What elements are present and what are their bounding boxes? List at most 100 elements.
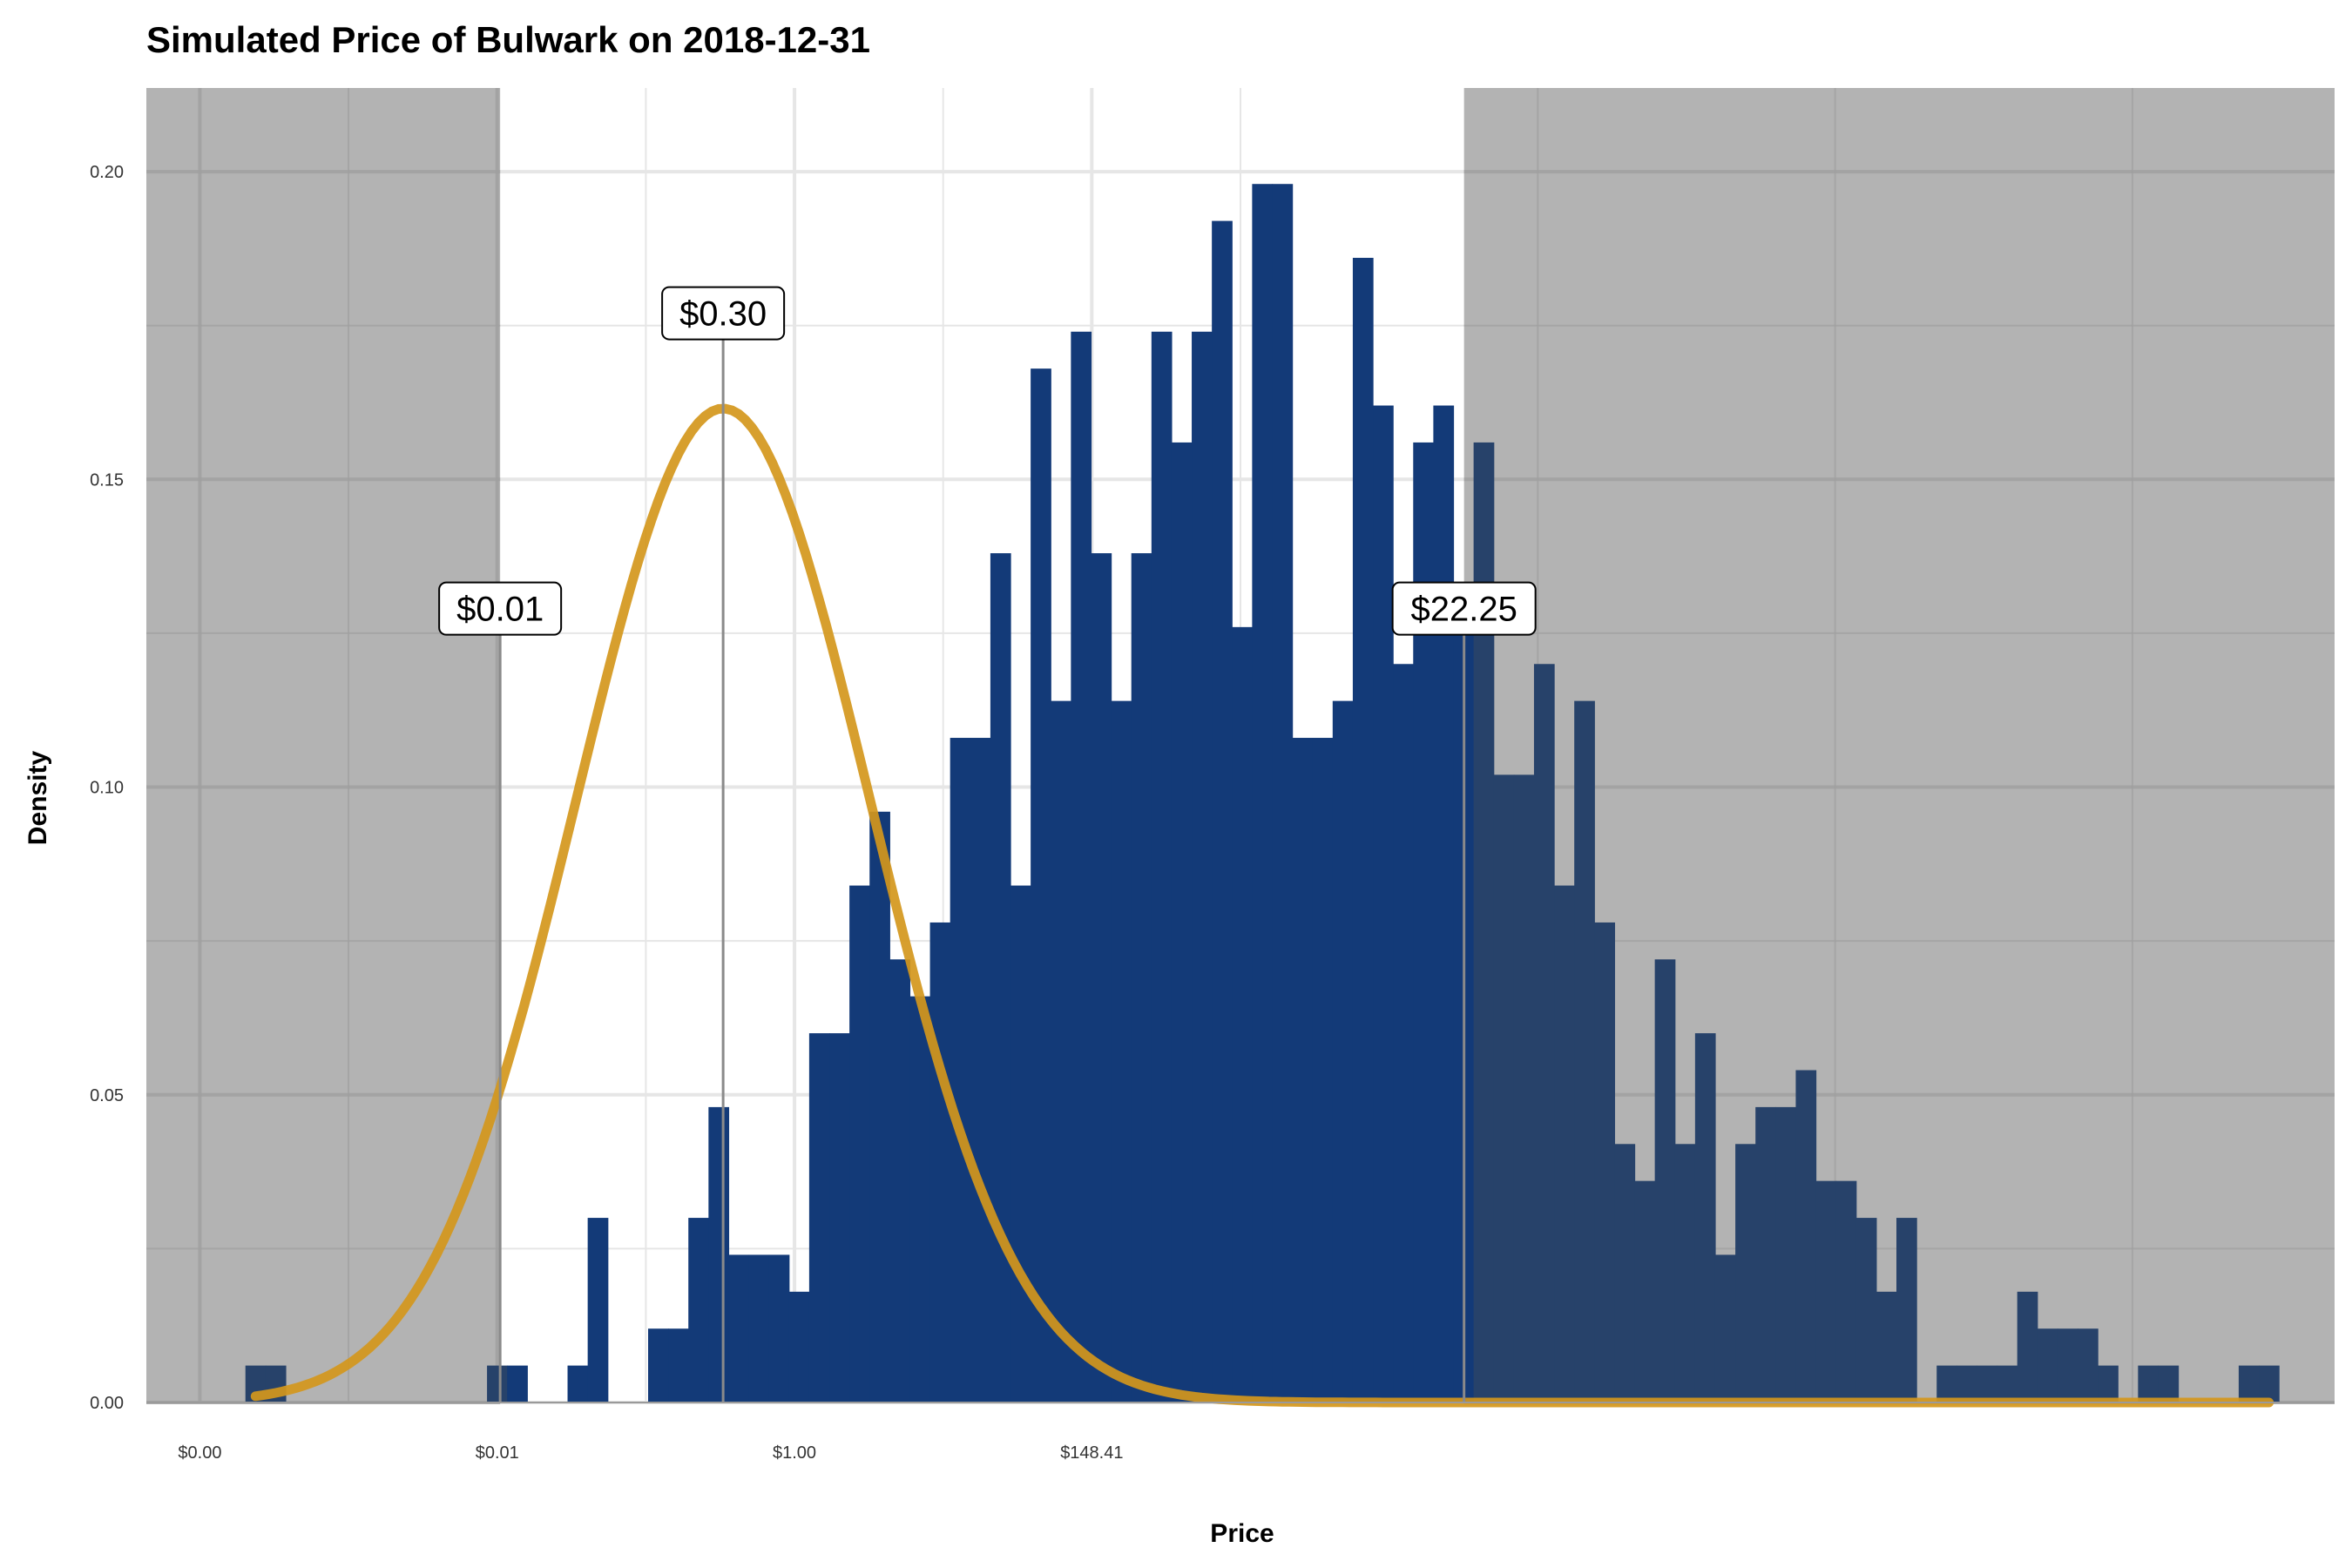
histogram-bar	[1272, 184, 1294, 1402]
histogram-bar	[647, 1328, 669, 1402]
histogram-bar	[1574, 700, 1595, 1402]
y-tick-label: 0.15	[90, 470, 124, 490]
histogram-bar	[507, 1365, 528, 1402]
histogram-bar	[1292, 738, 1314, 1402]
histogram-bar	[1714, 1254, 1736, 1402]
histogram-bar	[1212, 220, 1233, 1403]
histogram-bar	[688, 1218, 709, 1402]
histogram-bar	[1010, 885, 1031, 1402]
histogram-bar	[1896, 1218, 1917, 1402]
histogram-bar	[1171, 442, 1193, 1402]
histogram-bar	[1694, 1033, 1716, 1402]
histogram-bar	[1755, 1106, 1776, 1402]
histogram-bar	[1594, 922, 1616, 1402]
x-tick-label: $1.00	[773, 1443, 816, 1463]
histogram-bar	[1674, 1144, 1696, 1402]
histogram-bar	[1735, 1144, 1756, 1402]
histogram-bar	[2158, 1365, 2180, 1402]
shaded-region-left	[146, 88, 501, 1402]
y-tick-label: 0.20	[90, 163, 124, 182]
bars-layer	[245, 184, 2280, 1403]
histogram-bar	[1232, 626, 1253, 1402]
histogram-bar	[1131, 553, 1152, 1402]
histogram-bar	[1957, 1365, 1978, 1402]
histogram-bar	[1373, 405, 1394, 1403]
histogram-bar	[808, 1033, 830, 1402]
histogram-bar	[1815, 1180, 1837, 1402]
x-tick-label: $0.00	[178, 1443, 221, 1463]
y-tick-label: 0.00	[90, 1394, 124, 1413]
histogram-bar	[1775, 1106, 1797, 1402]
histogram-bar	[1473, 442, 1495, 1402]
histogram-bar	[2098, 1365, 2119, 1402]
histogram-bar	[829, 1033, 850, 1402]
x-axis-title: Price	[1210, 1519, 1274, 1548]
y-tick-label: 0.10	[90, 779, 124, 798]
histogram-bar	[889, 959, 911, 1402]
annotation-label: $22.25	[1410, 591, 1517, 629]
histogram-bar	[2238, 1365, 2260, 1402]
histogram-bar	[970, 738, 991, 1402]
histogram-bar	[1312, 738, 1334, 1402]
histogram-bar	[1413, 442, 1434, 1402]
histogram-bar	[1192, 331, 1213, 1402]
x-tick-label: $0.01	[476, 1443, 519, 1463]
histogram-bar	[2078, 1328, 2099, 1402]
histogram-bar	[788, 1291, 810, 1402]
histogram-bar	[2138, 1365, 2159, 1402]
histogram-bar	[2037, 1328, 2058, 1402]
histogram-bar	[1071, 331, 1092, 1402]
x-tick-label: $148.41	[1060, 1443, 1123, 1463]
histogram-bar	[1352, 257, 1374, 1402]
histogram-bar	[1634, 1180, 1656, 1402]
histogram-bar	[768, 1254, 790, 1402]
histogram-bar	[1513, 774, 1535, 1402]
histogram-bar	[1936, 1365, 1957, 1402]
histogram-bar	[1997, 1365, 2018, 1402]
histogram-bar	[909, 996, 931, 1402]
y-tick-label: 0.05	[90, 1086, 124, 1105]
histogram-bar	[1533, 664, 1555, 1402]
histogram-bar	[1876, 1291, 1897, 1402]
axes-layer: 0.00 0.05 0.10 0.15 0.20 $0.00 $0.01 $1.00 $148.…	[90, 163, 2335, 1463]
histogram-bar	[849, 885, 870, 1402]
histogram-bar	[1493, 774, 1515, 1402]
histogram-bar	[1654, 959, 1676, 1402]
shaded-region-layer	[146, 88, 2335, 1402]
histogram-bar	[748, 1254, 770, 1402]
annotation-label-box	[661, 286, 786, 341]
histogram-bar	[2017, 1291, 2038, 1402]
annotation-label: $0.01	[456, 591, 544, 629]
histogram-bar	[1151, 331, 1173, 1402]
histogram-bar	[1111, 700, 1132, 1402]
histogram-bar	[587, 1218, 609, 1402]
histogram-bar	[1433, 405, 1455, 1403]
histogram-bar	[869, 811, 890, 1402]
histogram-bar	[1977, 1365, 1998, 1402]
histogram-bar	[1554, 885, 1575, 1402]
histogram-bar	[1855, 1218, 1877, 1402]
histogram-bar	[487, 1365, 508, 1402]
histogram-bar	[929, 922, 951, 1402]
histogram-bar	[1614, 1144, 1636, 1402]
histogram-bar	[1795, 1070, 1817, 1402]
histogram-bar	[668, 1328, 689, 1402]
histogram-bar	[708, 1106, 730, 1402]
histogram-bar	[2057, 1328, 2078, 1402]
histogram-bar	[728, 1254, 750, 1402]
histogram-bar	[2259, 1365, 2280, 1402]
annotation-label-box	[1391, 581, 1537, 636]
histogram-bar	[1031, 368, 1051, 1403]
histogram-bar	[1051, 700, 1071, 1402]
histogram-bar	[950, 738, 971, 1402]
histogram-bar	[1091, 553, 1112, 1402]
annotation-labels-layer: $0.01 $0.30 $22.25	[438, 286, 1537, 636]
histogram-bar	[990, 553, 1011, 1402]
chart-title: Simulated Price of Bulwark on 2018-12-31	[146, 19, 870, 60]
annotation-label: $0.30	[679, 295, 767, 334]
histogram-bar	[1835, 1180, 1857, 1402]
interval-markers-layer	[498, 313, 1466, 1402]
histogram-bar	[1252, 184, 1274, 1402]
annotation-label-box	[438, 581, 563, 636]
